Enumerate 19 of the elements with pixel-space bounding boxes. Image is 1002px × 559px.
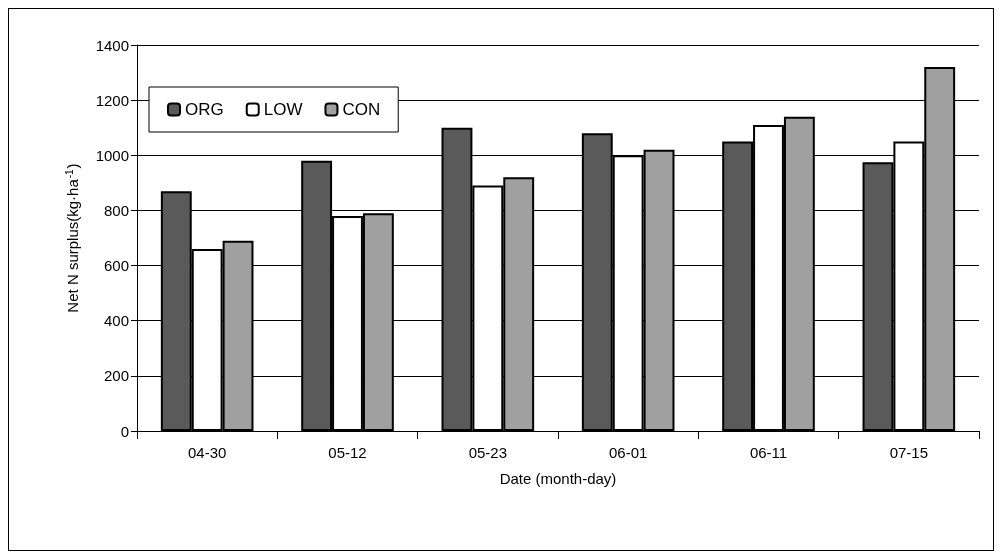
y-tick-label: 1200 bbox=[95, 91, 129, 109]
x-axis-title: Date (month-day) bbox=[499, 470, 617, 487]
legend-label: CON bbox=[342, 100, 381, 119]
x-tick-label: 05-12 bbox=[328, 444, 367, 461]
legend-label: LOW bbox=[263, 100, 303, 119]
y-tick-label: 400 bbox=[103, 312, 129, 330]
x-tick-label: 06-11 bbox=[749, 444, 788, 461]
x-tick-label: 05-23 bbox=[468, 444, 508, 461]
y-tick-label: 200 bbox=[103, 367, 129, 385]
legend-label: ORG bbox=[185, 100, 224, 119]
y-tick-label: 600 bbox=[103, 257, 129, 275]
y-tick-label: 1000 bbox=[95, 146, 129, 164]
y-tick-label: 0 bbox=[120, 422, 129, 440]
y-axis-title: Net N surplus(kg·ha-1) bbox=[63, 163, 81, 313]
y-tick-label: 1400 bbox=[95, 36, 129, 54]
x-tick-label: 06-01 bbox=[608, 444, 648, 461]
y-tick-label: 800 bbox=[103, 201, 129, 219]
x-tick-label: 07-15 bbox=[889, 444, 929, 461]
x-tick-label: 04-30 bbox=[187, 444, 227, 461]
